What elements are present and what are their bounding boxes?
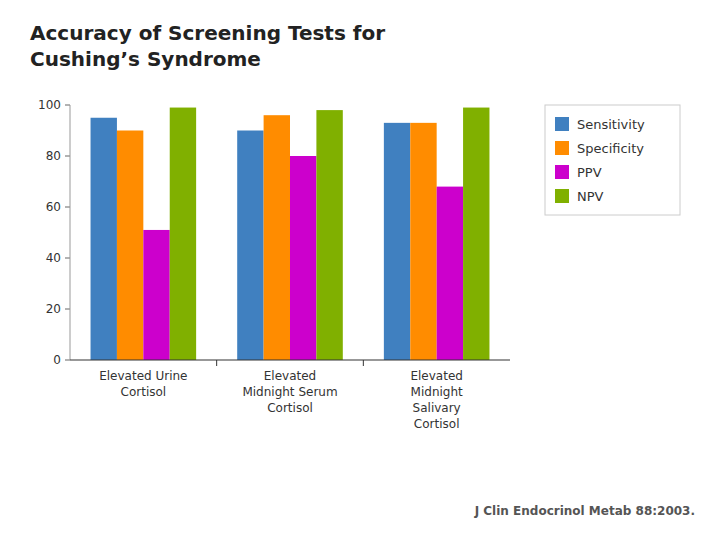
bar [290, 156, 316, 360]
y-axis: 0 20 40 60 80 100 [38, 98, 70, 367]
x-group-separator [363, 360, 364, 366]
y-tick-label: 20 [46, 302, 61, 316]
annotation: J Clin Endocrinol Metab 88:2003. [474, 504, 695, 518]
legend-swatch [555, 165, 569, 179]
chart-container: Accuracy of Screening Tests forCushing’s… [0, 0, 720, 540]
chart-svg: Accuracy of Screening Tests forCushing’s… [0, 0, 720, 540]
legend-swatch [555, 117, 569, 131]
chart-title: Accuracy of Screening Tests forCushing’s… [30, 21, 385, 71]
bar [264, 115, 290, 360]
x-tick-label: Elevated UrineCortisol [99, 369, 187, 399]
y-tick [65, 156, 70, 157]
legend-swatch [555, 189, 569, 203]
y-tick [65, 309, 70, 310]
legend-frame [545, 105, 680, 215]
y-tick-label: 40 [46, 251, 61, 265]
y-tick [65, 207, 70, 208]
y-tick-label: 100 [38, 98, 61, 112]
y-tick-label: 80 [46, 149, 61, 163]
y-tick-label: 60 [46, 200, 61, 214]
legend-label: NPV [577, 189, 604, 204]
bar [384, 123, 410, 360]
y-tick [65, 258, 70, 259]
bar [237, 131, 263, 361]
legend-label: PPV [577, 165, 602, 180]
bar [410, 123, 436, 360]
x-tick-label: ElevatedMidnightSalivaryCortisol [410, 369, 463, 431]
bar [170, 108, 196, 360]
bar [117, 131, 143, 361]
y-tick [65, 360, 70, 361]
bar [316, 110, 342, 360]
y-axis-line [70, 105, 71, 360]
legend: Sensitivity Specificity PPV NPV [545, 105, 680, 215]
bar [463, 108, 489, 360]
y-tick [65, 105, 70, 106]
bars [91, 108, 490, 360]
legend-swatch [555, 141, 569, 155]
legend-label: Specificity [577, 141, 644, 156]
y-tick-label: 0 [53, 353, 61, 367]
bar [143, 230, 169, 360]
legend-label: Sensitivity [577, 117, 645, 132]
x-axis-line [70, 359, 510, 360]
bar [437, 187, 463, 360]
x-tick-label: ElevatedMidnight SerumCortisol [242, 369, 337, 415]
bar [91, 118, 117, 360]
x-group-separator [216, 360, 217, 366]
